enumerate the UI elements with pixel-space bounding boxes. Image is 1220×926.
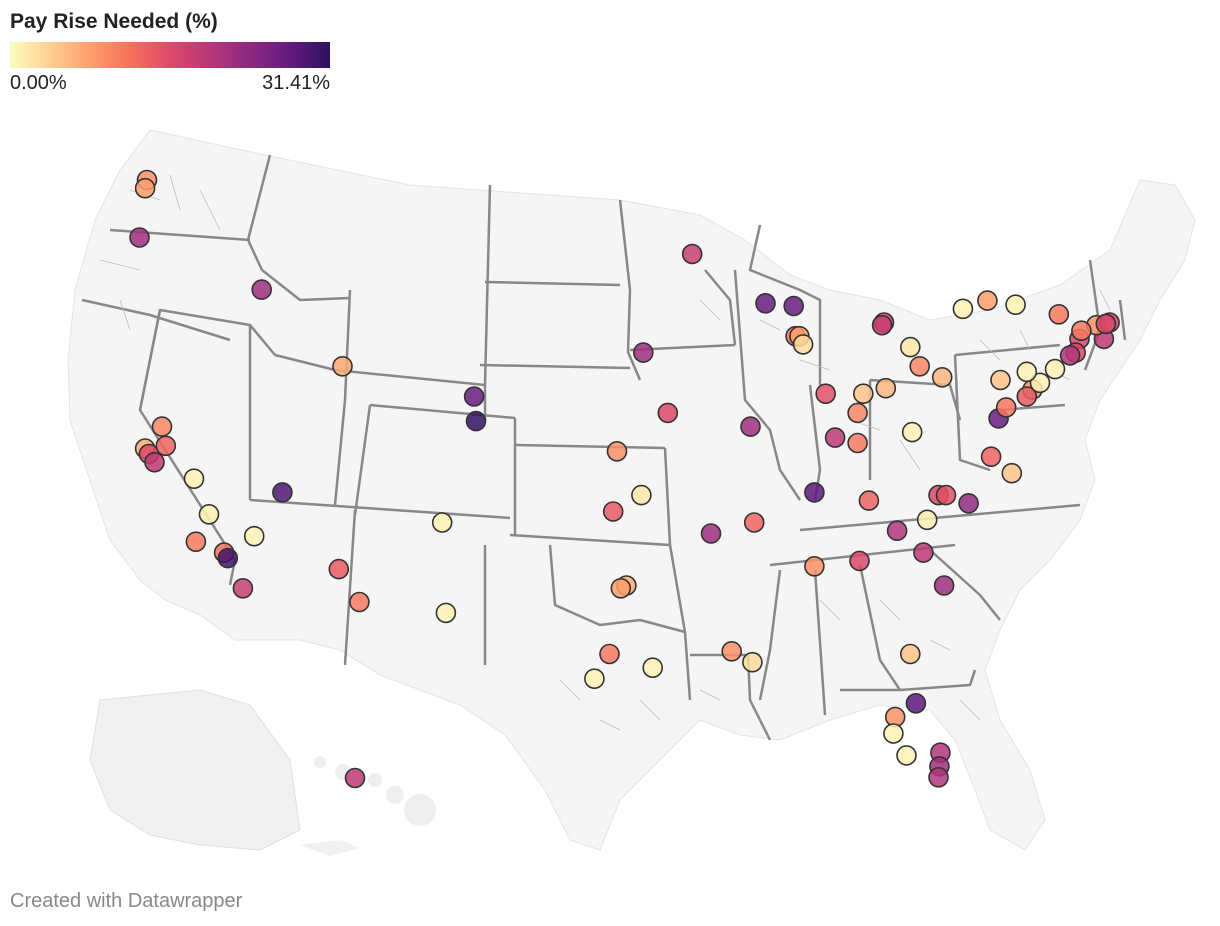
city-marker-kansascity[interactable] bbox=[657, 402, 679, 424]
alaska-shape bbox=[89, 689, 301, 851]
city-marker-orlando[interactable] bbox=[905, 692, 927, 714]
city-marker-baltimore[interactable] bbox=[995, 397, 1017, 418]
city-marker-littlerock[interactable] bbox=[700, 523, 722, 544]
state-borders bbox=[81, 154, 1127, 741]
city-marker-detroit2[interactable] bbox=[871, 314, 893, 336]
city-marker-austin[interactable] bbox=[599, 643, 620, 665]
city-marker-boise[interactable] bbox=[251, 279, 273, 300]
city-marker-madison[interactable] bbox=[755, 292, 776, 314]
city-marker-syracuse[interactable] bbox=[1005, 294, 1026, 316]
city-marker-denver[interactable] bbox=[463, 386, 485, 407]
city-marker-tulsa[interactable] bbox=[631, 484, 652, 506]
city-marker-rochester[interactable] bbox=[977, 290, 998, 311]
city-marker-portland[interactable] bbox=[129, 227, 150, 248]
legend-min-label: 0.00% bbox=[10, 72, 67, 94]
city-marker-fortmyers[interactable] bbox=[896, 745, 917, 766]
city-marker-wichita[interactable] bbox=[606, 440, 628, 462]
city-marker-chicago3[interactable] bbox=[792, 334, 814, 355]
color-legend: Pay Rise Needed (%) 0.00% 31.41% bbox=[10, 10, 330, 95]
city-marker-tucson[interactable] bbox=[349, 591, 370, 613]
city-marker-stpete[interactable] bbox=[883, 723, 904, 744]
city-marker-houston[interactable] bbox=[642, 657, 664, 679]
city-marker-sandiego[interactable] bbox=[232, 577, 254, 599]
city-marker-fortworth[interactable] bbox=[610, 577, 632, 599]
city-marker-coloradosprings[interactable] bbox=[465, 410, 487, 432]
city-marker-pittsburgh[interactable] bbox=[931, 366, 953, 388]
city-marker-wilmington[interactable] bbox=[1016, 386, 1038, 407]
city-marker-cleveland[interactable] bbox=[899, 336, 921, 358]
city-marker-honolulu[interactable] bbox=[344, 767, 366, 789]
city-marker-santabarbara[interactable] bbox=[185, 531, 207, 553]
city-marker-raleigh[interactable] bbox=[958, 492, 979, 514]
city-marker-sacramento[interactable] bbox=[151, 416, 173, 437]
city-marker-tacoma[interactable] bbox=[134, 177, 156, 199]
city-marker-longbeach[interactable] bbox=[217, 547, 239, 569]
city-marker-greensboro[interactable] bbox=[935, 484, 957, 506]
city-marker-charlestonwv[interactable] bbox=[901, 421, 923, 443]
city-marker-norfolk[interactable] bbox=[1001, 462, 1023, 484]
city-marker-neworleans[interactable] bbox=[742, 651, 763, 673]
city-marker-memphis[interactable] bbox=[743, 512, 765, 533]
city-marker-charlotte[interactable] bbox=[916, 509, 938, 531]
legend-max-label: 31.41% bbox=[262, 72, 330, 94]
city-marker-columbia[interactable] bbox=[913, 542, 934, 563]
city-marker-miami[interactable] bbox=[928, 766, 949, 788]
city-marker-columbus[interactable] bbox=[875, 377, 897, 399]
city-marker-indianapolis[interactable] bbox=[815, 383, 837, 405]
credit-footer: Created with Datawrapper bbox=[10, 890, 243, 912]
city-marker-okc[interactable] bbox=[602, 501, 624, 522]
city-marker-charleston[interactable] bbox=[933, 575, 955, 596]
city-marker-albany[interactable] bbox=[1048, 303, 1070, 325]
city-marker-richmond[interactable] bbox=[980, 446, 1002, 468]
city-marker-stockton[interactable] bbox=[155, 435, 177, 457]
city-marker-saltlake[interactable] bbox=[332, 355, 353, 377]
city-marker-omaha[interactable] bbox=[632, 342, 654, 363]
alaska-chain-shape bbox=[300, 840, 360, 856]
city-points bbox=[129, 169, 1120, 789]
hawaii-islands bbox=[314, 756, 436, 826]
city-marker-fresno[interactable] bbox=[183, 468, 205, 490]
city-marker-buffalo[interactable] bbox=[952, 298, 974, 320]
city-marker-minneapolis[interactable] bbox=[681, 243, 703, 265]
legend-title: Pay Rise Needed (%) bbox=[10, 10, 218, 33]
city-marker-sanjose[interactable] bbox=[144, 451, 165, 473]
city-marker-springfield[interactable] bbox=[1071, 320, 1092, 342]
city-marker-milwaukee[interactable] bbox=[783, 295, 805, 317]
city-marker-harrisburg[interactable] bbox=[990, 369, 1011, 391]
city-marker-phoenix[interactable] bbox=[328, 558, 350, 580]
city-marker-dayton[interactable] bbox=[852, 383, 874, 405]
city-marker-nyc[interactable] bbox=[1044, 358, 1066, 380]
city-marker-stlouis[interactable] bbox=[740, 416, 761, 437]
city-marker-jacksonville[interactable] bbox=[899, 643, 921, 665]
city-marker-nashville[interactable] bbox=[804, 482, 825, 503]
legend-labels: 0.00% 31.41% bbox=[10, 72, 330, 95]
city-marker-louisville[interactable] bbox=[824, 427, 846, 448]
legend-gradient-bar bbox=[10, 42, 330, 68]
city-marker-bakersfield[interactable] bbox=[198, 503, 220, 525]
city-marker-riverside[interactable] bbox=[243, 525, 265, 547]
city-marker-greenville[interactable] bbox=[886, 520, 908, 542]
city-marker-trenton[interactable] bbox=[1029, 372, 1051, 394]
city-marker-birmingham[interactable] bbox=[804, 555, 825, 577]
city-marker-albuquerque[interactable] bbox=[431, 512, 453, 533]
city-marker-cincinnati[interactable] bbox=[847, 402, 868, 424]
city-marker-cambridge[interactable] bbox=[1095, 313, 1117, 335]
city-marker-knoxville[interactable] bbox=[858, 490, 880, 511]
city-marker-atlanta[interactable] bbox=[849, 550, 870, 572]
city-marker-lexington[interactable] bbox=[847, 432, 868, 454]
city-marker-bridgeport[interactable] bbox=[1059, 345, 1081, 366]
city-marker-akron[interactable] bbox=[909, 355, 931, 377]
city-marker-elpaso[interactable] bbox=[435, 602, 457, 624]
city-marker-vegas[interactable] bbox=[272, 482, 293, 503]
city-marker-allentown[interactable] bbox=[1016, 361, 1038, 383]
city-marker-batonrouge[interactable] bbox=[721, 640, 743, 662]
city-marker-sanantonio[interactable] bbox=[584, 668, 605, 690]
